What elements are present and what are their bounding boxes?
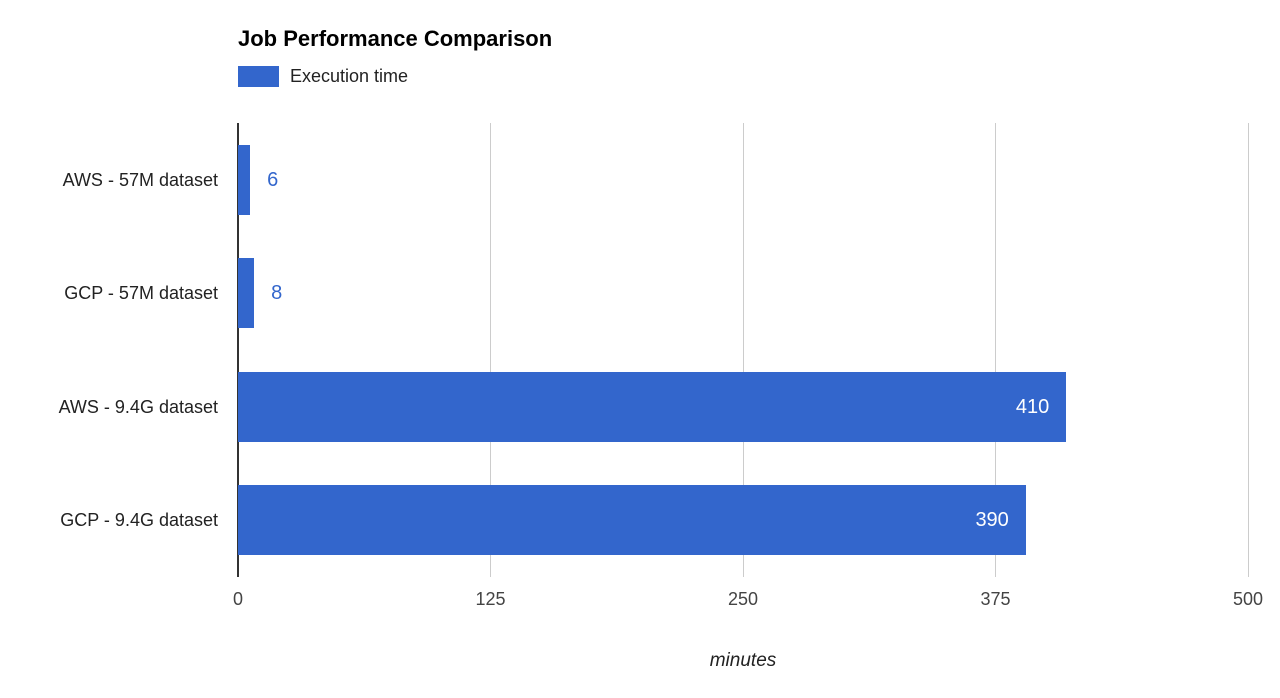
x-axis-title: minutes [709,650,777,671]
x-tick-label: 125 [475,589,506,609]
gridline [742,123,744,577]
gridline [1247,123,1249,577]
plot-area: 6 8 410 390 [237,123,1249,577]
x-tick-label: 500 [1232,589,1264,609]
value-label: 8 [271,282,283,305]
bar [238,371,1067,442]
category-label: AWS - 57M dataset [62,169,218,190]
chart-title: Job Performance Comparison [238,26,553,51]
y-axis-line [237,123,239,577]
x-axis: 0 125 250 375 500 [233,587,1263,611]
legend-swatch-icon [238,66,279,87]
bar [238,485,1026,556]
gridline [490,123,491,577]
x-tick-label: 250 [727,589,759,609]
bar [238,258,255,329]
category-label: GCP - 9.4G dataset [60,510,218,531]
value-label: 6 [267,168,279,191]
legend: Execution time [238,66,408,87]
x-tick-label: 0 [232,589,243,609]
category-label: AWS - 9.4G dataset [58,396,218,417]
x-tick-label: 375 [980,589,1011,609]
bar [238,144,251,215]
gridline [995,123,996,577]
category-label: GCP - 57M dataset [64,283,218,304]
legend-label: Execution time [290,66,409,86]
value-label: 390 [975,509,1009,532]
value-label: 410 [1015,395,1050,418]
